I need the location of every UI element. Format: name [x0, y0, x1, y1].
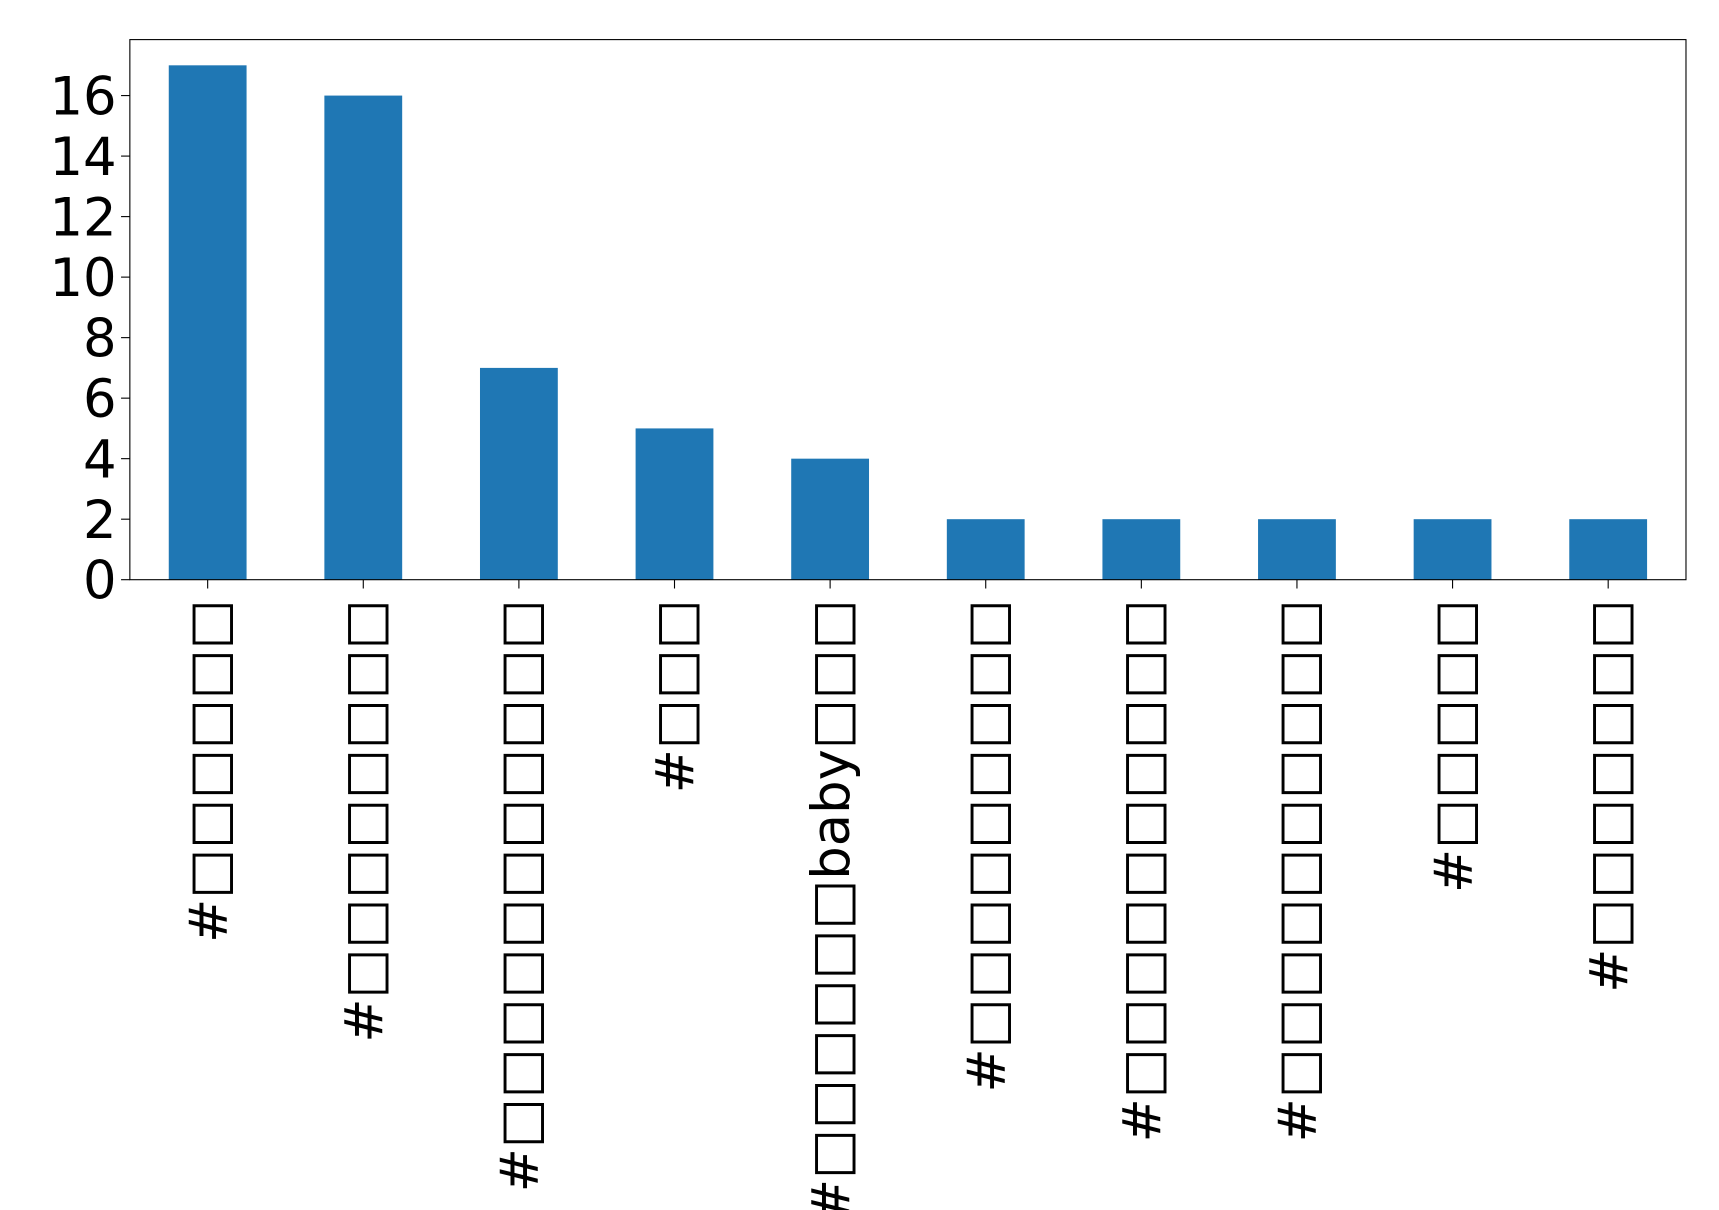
- y-tick-label: 4: [83, 429, 117, 490]
- x-tick-label: #□□□□□□□□□: [956, 600, 1017, 1093]
- x-tick-label: #□□□□□□□□□□: [1112, 600, 1173, 1143]
- bar: [635, 428, 714, 580]
- bar: [946, 519, 1025, 580]
- x-tick-label: #□□□□□□baby□□□: [801, 600, 862, 1210]
- x-tick-label: #□□□□□□□: [1579, 600, 1640, 993]
- x-tick-label: #□□□□□□: [178, 600, 239, 943]
- y-tick-label: 8: [83, 308, 117, 369]
- y-tick-label: 12: [49, 187, 116, 248]
- y-tick-label: 14: [49, 127, 116, 188]
- y-tick-label: 2: [83, 490, 117, 551]
- y-tick-label: 16: [49, 66, 116, 127]
- bar: [1258, 519, 1336, 580]
- x-tick-label: #□□□□□□□□□□□: [490, 600, 551, 1193]
- y-tick-label: 10: [49, 248, 116, 309]
- y-tick-label: 0: [83, 550, 117, 611]
- bar: [324, 95, 403, 580]
- x-tick-label: #□□□□□□□□: [334, 600, 395, 1043]
- y-tick-label: 6: [83, 369, 117, 430]
- plot-frame: [129, 39, 1687, 581]
- x-tick-label: #□□□□□: [1423, 600, 1484, 894]
- bar: [1102, 519, 1181, 580]
- x-tick-label: #□□□□□□□□□□: [1268, 600, 1329, 1143]
- bar: [1569, 519, 1648, 580]
- x-tick-label: #□□□: [645, 600, 706, 794]
- bar: [1413, 519, 1492, 580]
- bar: [168, 65, 247, 580]
- bar: [791, 458, 870, 580]
- bar: [479, 367, 558, 580]
